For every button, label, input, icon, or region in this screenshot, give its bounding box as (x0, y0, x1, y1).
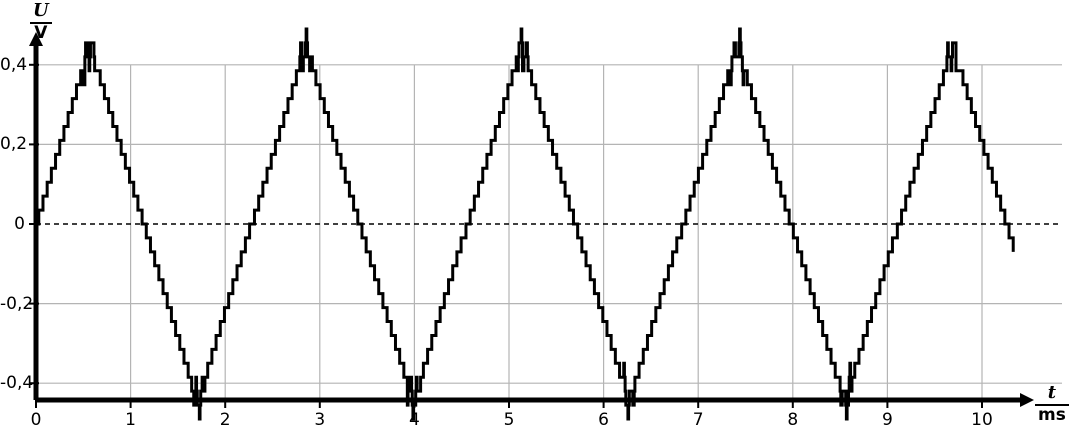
x-tick-label: 2 (219, 410, 231, 430)
y-axis-fraction-bar (30, 21, 52, 24)
x-tick-label: 1 (125, 410, 137, 430)
x-tick-label: 7 (692, 410, 704, 430)
y-axis-unit-label: U V (30, 0, 52, 43)
grid-lines (36, 64, 1062, 400)
y-axis-numerator: U (33, 0, 49, 21)
x-tick-label: 6 (598, 410, 610, 430)
signal-trace (36, 27, 1015, 421)
x-tick-label: 5 (503, 410, 515, 430)
x-axis-fraction-bar (1035, 403, 1069, 406)
y-tick-label: 0,4 (0, 54, 28, 75)
x-tick-label: 10 (971, 410, 993, 430)
y-axis-denominator: V (34, 22, 48, 43)
y-tick-label: -0,4 (0, 373, 34, 394)
y-tick-label: 0 (14, 214, 25, 234)
x-tick-label: 3 (314, 410, 326, 430)
y-tick-label: -0,2 (0, 293, 34, 314)
tick-marks (29, 63, 983, 408)
y-tick-label: 0,2 (0, 134, 28, 155)
x-tick-label: 4 (408, 410, 420, 430)
x-tick-label: 0 (30, 410, 42, 430)
x-axis-numerator: t (1047, 382, 1057, 403)
x-axis-denominator: ms (1038, 404, 1066, 425)
x-tick-label: 9 (881, 410, 893, 430)
x-axis-unit-label: t ms (1035, 382, 1069, 425)
x-tick-label: 8 (787, 410, 799, 430)
